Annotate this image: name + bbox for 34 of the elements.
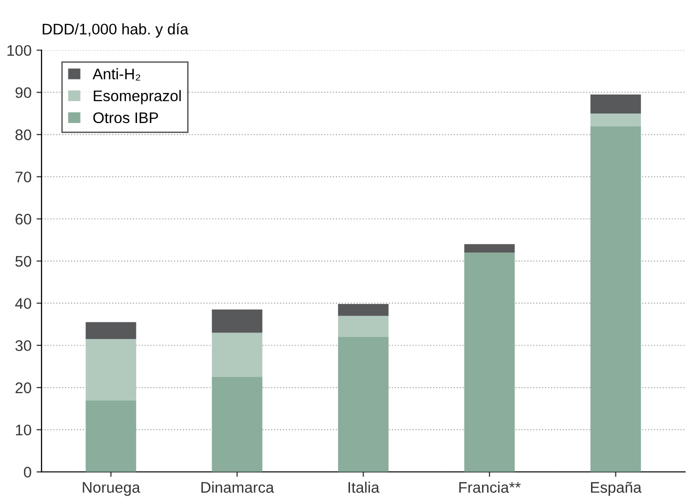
bar bbox=[86, 339, 136, 400]
bar bbox=[338, 336, 389, 472]
bar bbox=[212, 332, 262, 377]
y-tick-label: 10 bbox=[16, 424, 32, 436]
legend-label: Anti-H₂ bbox=[92, 68, 140, 81]
bar bbox=[86, 322, 136, 340]
legend-label: Otros IBP bbox=[93, 112, 158, 124]
bar bbox=[464, 252, 515, 472]
bar bbox=[212, 377, 262, 472]
x-tick-label: España bbox=[591, 482, 642, 496]
y-tick-label: 80 bbox=[15, 129, 32, 140]
legend-label: Esomeprazol bbox=[94, 90, 181, 104]
bar bbox=[590, 126, 641, 472]
y-tick-label: 90 bbox=[16, 87, 32, 98]
y-tick-label: 0 bbox=[24, 466, 32, 478]
y-tick-label: 70 bbox=[16, 172, 32, 182]
y-tick-label: 100 bbox=[7, 45, 32, 56]
x-tick-label: Noruega bbox=[82, 482, 140, 496]
bar bbox=[86, 400, 136, 472]
y-axis-title: DDD/1,000 hab. y día bbox=[42, 23, 188, 38]
x-tick-label: Italia bbox=[348, 482, 380, 493]
bar bbox=[590, 94, 641, 114]
y-tick-label: 60 bbox=[16, 214, 32, 225]
bar bbox=[590, 113, 641, 126]
y-tick-label: 50 bbox=[15, 256, 32, 267]
bar bbox=[212, 310, 262, 333]
bar bbox=[338, 304, 389, 316]
y-tick-label: 30 bbox=[15, 340, 32, 352]
x-tick-label: Dinamarca bbox=[201, 482, 274, 493]
y-tick-label: 20 bbox=[16, 382, 32, 394]
bar bbox=[464, 244, 515, 253]
y-tick-label: 40 bbox=[15, 298, 32, 309]
x-tick-label: Francia** bbox=[459, 482, 521, 493]
bar bbox=[338, 316, 389, 337]
